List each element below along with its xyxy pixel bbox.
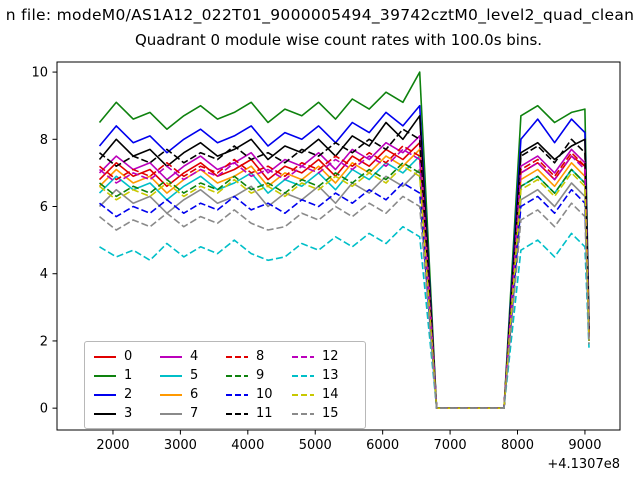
series-line-4 — [98, 135, 590, 409]
y-tick-label: 2 — [40, 334, 48, 349]
legend-label: 6 — [190, 387, 199, 402]
legend-item-3: 3 — [93, 404, 159, 423]
legend-item-12: 12 — [291, 347, 357, 366]
series-line-12 — [98, 148, 590, 409]
legend-line-swatch — [160, 412, 182, 415]
y-tick-label: 6 — [40, 200, 48, 215]
legend-label: 1 — [124, 368, 133, 383]
legend-line-swatch — [94, 393, 116, 396]
legend-label: 10 — [256, 387, 273, 402]
legend-label: 2 — [124, 387, 133, 402]
legend-item-1: 1 — [93, 366, 159, 385]
legend-item-10: 10 — [225, 385, 291, 404]
chart-title: Quadrant 0 module wise count rates with … — [134, 31, 543, 49]
legend-line-swatch — [226, 393, 248, 396]
legend-line-swatch — [160, 393, 182, 396]
series-line-15 — [99, 195, 590, 409]
legend-item-6: 6 — [159, 385, 225, 404]
x-tick-label: 8000 — [501, 438, 534, 453]
series-line-3 — [98, 115, 590, 409]
legend-label: 13 — [322, 368, 339, 383]
legend-item-4: 4 — [159, 347, 225, 366]
series-line-9 — [99, 162, 590, 409]
legend-line-swatch — [94, 412, 116, 415]
legend-item-9: 9 — [225, 366, 291, 385]
legend-line-swatch — [292, 412, 314, 415]
legend-item-15: 15 — [291, 404, 357, 423]
legend-line-swatch — [292, 393, 314, 396]
series-line-13 — [99, 225, 590, 409]
legend-label: 14 — [322, 387, 339, 402]
legend-item-14: 14 — [291, 385, 357, 404]
legend-label: 12 — [322, 349, 339, 364]
legend-label: 4 — [190, 349, 199, 364]
legend-line-swatch — [292, 374, 314, 377]
legend-label: 8 — [256, 349, 265, 364]
x-offset-label: +4.1307e8 — [547, 457, 620, 472]
x-tick-label: 3000 — [164, 438, 197, 453]
legend-line-swatch — [226, 374, 248, 377]
series-line-10 — [99, 182, 590, 409]
legend-label: 0 — [124, 349, 133, 364]
y-tick-label: 8 — [40, 133, 48, 148]
legend-item-0: 0 — [93, 347, 159, 366]
x-tick-label: 5000 — [299, 438, 332, 453]
x-tick-label: 4000 — [231, 438, 264, 453]
x-tick-label: 9000 — [568, 438, 601, 453]
legend-item-2: 2 — [93, 385, 159, 404]
x-tick-label: 2000 — [96, 438, 129, 453]
axes-frame — [56, 61, 621, 431]
x-tick-label: 6000 — [366, 438, 399, 453]
legend-label: 11 — [256, 406, 273, 421]
legend: 0 1 2 3 4 5 6 7 8 9 10 11 12 13 14 15 — [84, 341, 366, 429]
legend-line-swatch — [160, 374, 182, 377]
series-line-8 — [99, 145, 590, 409]
legend-item-13: 13 — [291, 366, 357, 385]
legend-label: 9 — [256, 368, 265, 383]
legend-label: 3 — [124, 406, 133, 421]
legend-label: 15 — [322, 406, 339, 421]
legend-label: 5 — [190, 368, 199, 383]
legend-line-swatch — [226, 412, 248, 415]
series-line-1 — [98, 71, 590, 409]
legend-label: 7 — [190, 406, 199, 421]
series-line-11 — [98, 128, 590, 409]
series-line-2 — [98, 104, 590, 409]
legend-line-swatch — [292, 355, 314, 358]
legend-item-5: 5 — [159, 366, 225, 385]
series-line-14 — [98, 165, 590, 409]
y-tick-label: 10 — [31, 66, 48, 81]
legend-item-7: 7 — [159, 404, 225, 423]
x-tick-label: 7000 — [434, 438, 467, 453]
legend-line-swatch — [160, 355, 182, 358]
file-annotation: n file: modeM0/AS1A12_022T01_9000005494_… — [5, 6, 635, 24]
legend-line-swatch — [226, 355, 248, 358]
legend-line-swatch — [94, 374, 116, 377]
legend-line-swatch — [94, 355, 116, 358]
legend-item-8: 8 — [225, 347, 291, 366]
y-tick-label: 4 — [40, 267, 48, 282]
y-tick-label: 0 — [40, 402, 48, 417]
legend-item-11: 11 — [225, 404, 291, 423]
